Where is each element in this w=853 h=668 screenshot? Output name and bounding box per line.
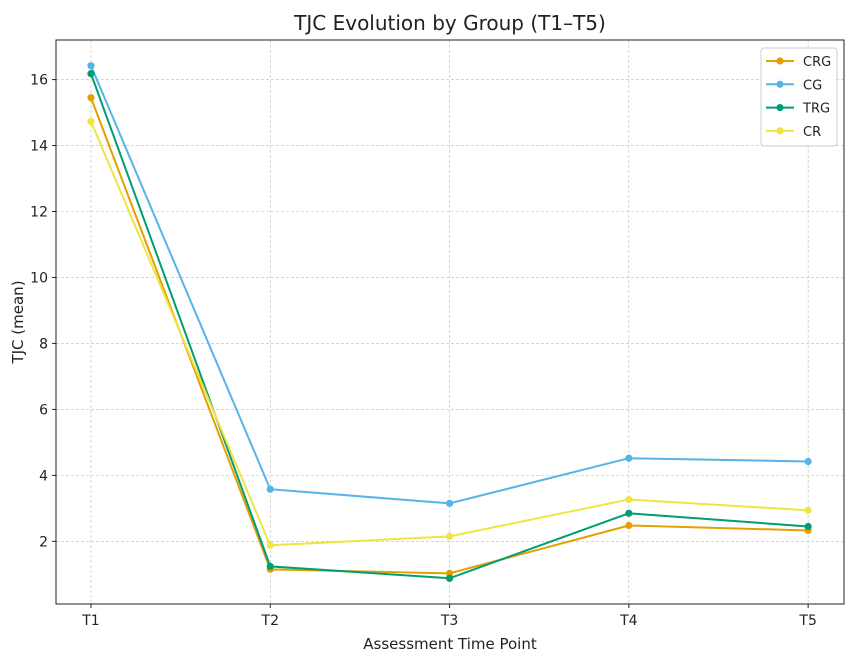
data-point [625, 521, 633, 530]
legend-marker [776, 127, 784, 135]
data-point [266, 562, 274, 571]
legend-label: CR [803, 125, 821, 140]
legend-marker [776, 104, 784, 112]
data-point [266, 541, 274, 549]
data-point [87, 117, 95, 126]
chart-title: TJC Evolution by Group (T1–T5) [293, 11, 606, 35]
y-tick-label: 12 [30, 205, 48, 221]
y-tick-label: 16 [30, 73, 48, 89]
y-tick-label: 10 [30, 270, 48, 286]
legend: CRG CG TRG CR [760, 47, 838, 147]
data-point [804, 457, 812, 466]
grid [56, 40, 844, 604]
x-axis: T1 T2 T3 T4 T5 [81, 604, 817, 629]
y-axis: 2 4 6 8 10 12 14 16 [30, 73, 56, 550]
data-point [445, 532, 454, 540]
legend-box [760, 47, 838, 147]
x-tick-label: T5 [798, 613, 816, 629]
series-cg [87, 62, 812, 508]
data-point [87, 94, 95, 102]
data-point [625, 509, 633, 517]
data-point [804, 522, 812, 531]
y-axis-label: TJC (mean) [9, 280, 27, 364]
legend-item: CR [766, 125, 821, 140]
x-tick-label: T4 [619, 613, 638, 629]
series-group [87, 62, 812, 582]
series-cr [87, 117, 812, 549]
data-point [804, 506, 812, 514]
x-axis-label: Assessment Time Point [363, 635, 537, 653]
data-point [87, 62, 95, 70]
legend-label: CG [803, 78, 822, 93]
legend-item: TRG [766, 102, 830, 117]
legend-label: CRG [803, 55, 831, 70]
data-point [445, 569, 454, 577]
x-tick-label: T1 [81, 613, 99, 629]
data-point [87, 70, 95, 78]
x-tick-label: T2 [261, 613, 279, 629]
data-point [445, 574, 454, 582]
y-tick-label: 14 [30, 139, 48, 155]
data-point [266, 485, 274, 493]
x-tick-label: T3 [440, 613, 458, 629]
legend-item: CRG [766, 55, 831, 70]
data-point [445, 499, 454, 508]
data-point [625, 454, 633, 462]
data-point [625, 495, 633, 504]
legend-label: TRG [802, 102, 830, 117]
legend-marker [776, 57, 784, 65]
y-tick-label: 2 [39, 534, 48, 550]
y-tick-label: 4 [39, 468, 48, 484]
y-tick-label: 6 [39, 402, 48, 418]
legend-marker [776, 80, 784, 88]
y-tick-label: 8 [39, 336, 48, 352]
plot-frame [55, 39, 845, 605]
legend-item: CG [766, 78, 822, 93]
